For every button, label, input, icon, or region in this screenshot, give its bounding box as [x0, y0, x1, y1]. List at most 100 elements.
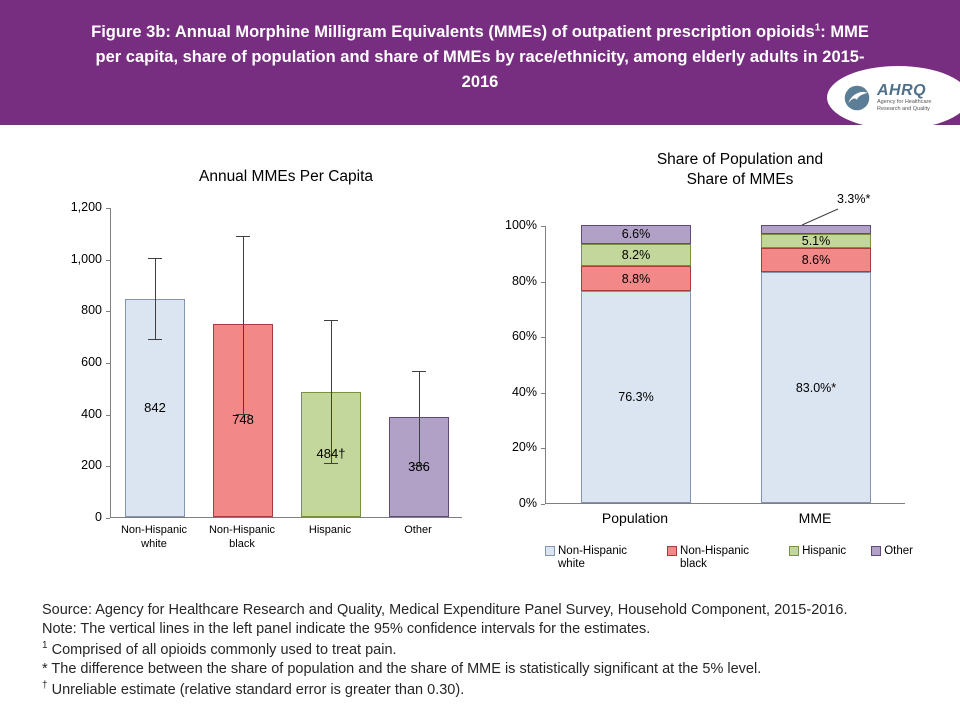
y-axis-tick-mark [106, 363, 110, 364]
y-axis-tick-label: 0% [518, 496, 537, 510]
source-note: Source: Agency for Healthcare Research a… [42, 602, 848, 618]
footnote-dagger-superscript: † [42, 680, 48, 692]
y-axis-tick-mark [106, 518, 110, 519]
legend-swatch-other [871, 546, 882, 556]
legend-swatch-non-hispanic-black [667, 546, 678, 556]
error-bar-cap-bottom [412, 465, 426, 467]
y-axis-tick-mark [106, 311, 110, 313]
y-axis-tick-mark [541, 281, 545, 283]
error-bar-cap-bottom [236, 413, 250, 415]
segment-value-label: 6.6% [621, 227, 651, 242]
callout-label: 3.3%* [837, 192, 871, 206]
y-axis-tick-mark [106, 259, 110, 261]
error-bar-line [419, 370, 420, 467]
x-axis-category-label: Other [404, 524, 432, 536]
y-axis-tick-label: 200 [81, 458, 102, 473]
y-axis-tick-label: 1,000 [70, 251, 102, 266]
header-banner: Figure 3b: Annual Morphine Milligram Equ… [0, 0, 960, 125]
legend-swatch-hispanic [789, 546, 800, 556]
bar-value-label: 484† [316, 446, 346, 462]
callout-leader-line [801, 208, 839, 226]
error-bar-cap-top [412, 370, 426, 372]
share-stacked-chart: Share of Population and Share of MMEs 76… [495, 148, 955, 603]
y-axis-tick-mark [541, 392, 545, 394]
chart-legend: Non-Hispanic white Non-Hispanic black Hisp… [545, 545, 913, 571]
footnote-dagger-text: Unreliable estimate (relative standard e… [47, 682, 465, 699]
mme-per-capita-chart: Annual MMEs Per Capita 842 748 484† 386 0 20… [60, 163, 510, 603]
legend-label: Other [884, 545, 913, 557]
segment-value-label: 8.2% [621, 248, 651, 263]
segment-mme-hispanic [761, 234, 871, 249]
segment-value-label: 83.0%* [795, 380, 837, 395]
x-axis-category-label: Population [601, 510, 669, 526]
error-bar-line [331, 320, 332, 464]
error-bar-non-hispanic-white [148, 258, 162, 340]
y-axis-tick-label: 60% [511, 329, 537, 344]
footnotes: Source: Agency for Healthcare Research a… [42, 601, 939, 700]
error-bar-non-hispanic-black [236, 236, 250, 415]
right-chart-title: Share of Population and Share of MMEs [656, 151, 824, 189]
bar-value-label: 748 [232, 412, 254, 428]
legend-swatch-non-hispanic-white [545, 546, 555, 556]
segment-population-other [581, 225, 691, 244]
bar-value-label: 386 [408, 459, 430, 475]
legend-item-hispanic: Hispanic [789, 545, 846, 558]
legend-item-other: Other [871, 545, 913, 558]
error-bar-other [412, 370, 426, 467]
y-axis-tick-label: 600 [81, 355, 102, 369]
x-axis-category-label: Non-Hispanic white [120, 524, 188, 550]
ahrq-tagline-line2: Research and Quality [877, 105, 930, 112]
y-axis-tick-mark [106, 466, 110, 468]
footnote-asterisk: * The difference between the share of po… [42, 661, 762, 678]
ahrq-acronym: AHRQ [877, 81, 927, 99]
figure-title-text-2: : MME per capita, share of population an… [95, 23, 869, 91]
x-axis-category-label: Non-Hispanic black [208, 524, 276, 550]
mme-plot: 842 748 484† 386 [110, 208, 462, 518]
y-axis-tick-mark [541, 448, 545, 450]
error-bar-cap-top [148, 258, 162, 260]
y-axis-tick-label: 400 [81, 406, 102, 421]
y-axis-tick-label: 100% [505, 218, 537, 232]
segment-population-non-hispanic-black [581, 266, 691, 291]
y-axis-tick-mark [541, 226, 545, 227]
x-axis-category-label: MME [798, 510, 832, 526]
footnote-1-superscript: 1 [42, 640, 48, 652]
legend-label: Non-Hispanic black [680, 545, 750, 571]
y-axis-tick-label: 0 [95, 510, 102, 524]
segment-population-hispanic [581, 243, 691, 267]
footnote-1-text: Comprised of all opioids commonly used t… [47, 642, 397, 659]
segment-mme-non-hispanic-white [761, 272, 871, 503]
share-plot: 76.3% 8.8% 8.2% 6.6% 83.0%* 8.6% 5.1% [545, 225, 905, 504]
legend-label: Non-Hispanic white [558, 545, 628, 571]
figure-title-text: Figure 3b: Annual Morphine Milligram Equ… [91, 23, 815, 41]
error-bar-cap-top [236, 236, 250, 238]
segment-value-label: 8.6% [801, 253, 831, 268]
y-axis-tick-label: 800 [81, 303, 102, 318]
figure-title: Figure 3b: Annual Morphine Milligram Equ… [90, 0, 870, 94]
left-chart-title: Annual MMEs Per Capita [198, 168, 374, 185]
x-axis-category-label: Hispanic [308, 524, 352, 536]
error-bar-hispanic [324, 320, 338, 464]
y-axis-tick-mark [541, 504, 545, 505]
y-axis-tick-mark [106, 414, 110, 416]
y-axis-tick-mark [541, 337, 545, 339]
y-axis-tick-label: 80% [511, 273, 537, 288]
footnote-dagger: † Unreliable estimate (relative standard… [42, 679, 939, 700]
segment-value-label: 5.1% [801, 234, 831, 249]
ahrq-tagline-line1: Agency for Healthcare [877, 98, 932, 105]
hhs-eagle-icon [844, 85, 870, 110]
legend-label: Hispanic [802, 545, 847, 557]
error-bar-cap-top [324, 320, 338, 322]
bar-value-label: 842 [144, 400, 166, 416]
legend-item-non-hispanic-white: Non-Hispanic white [545, 545, 642, 571]
segment-mme-non-hispanic-black [761, 248, 871, 273]
segment-value-label: 76.3% [618, 389, 654, 404]
ahrq-logo: AHRQ Agency for Healthcare Research and … [827, 66, 960, 129]
ahrq-logo-text: AHRQ Agency for Healthcare Research and … [877, 81, 932, 113]
error-bar-cap-bottom [148, 338, 162, 340]
error-bar-line [155, 258, 156, 340]
figure-title-superscript: 1 [814, 22, 821, 34]
y-axis-tick-label: 1,200 [70, 200, 102, 214]
segment-value-label: 8.8% [621, 271, 651, 286]
